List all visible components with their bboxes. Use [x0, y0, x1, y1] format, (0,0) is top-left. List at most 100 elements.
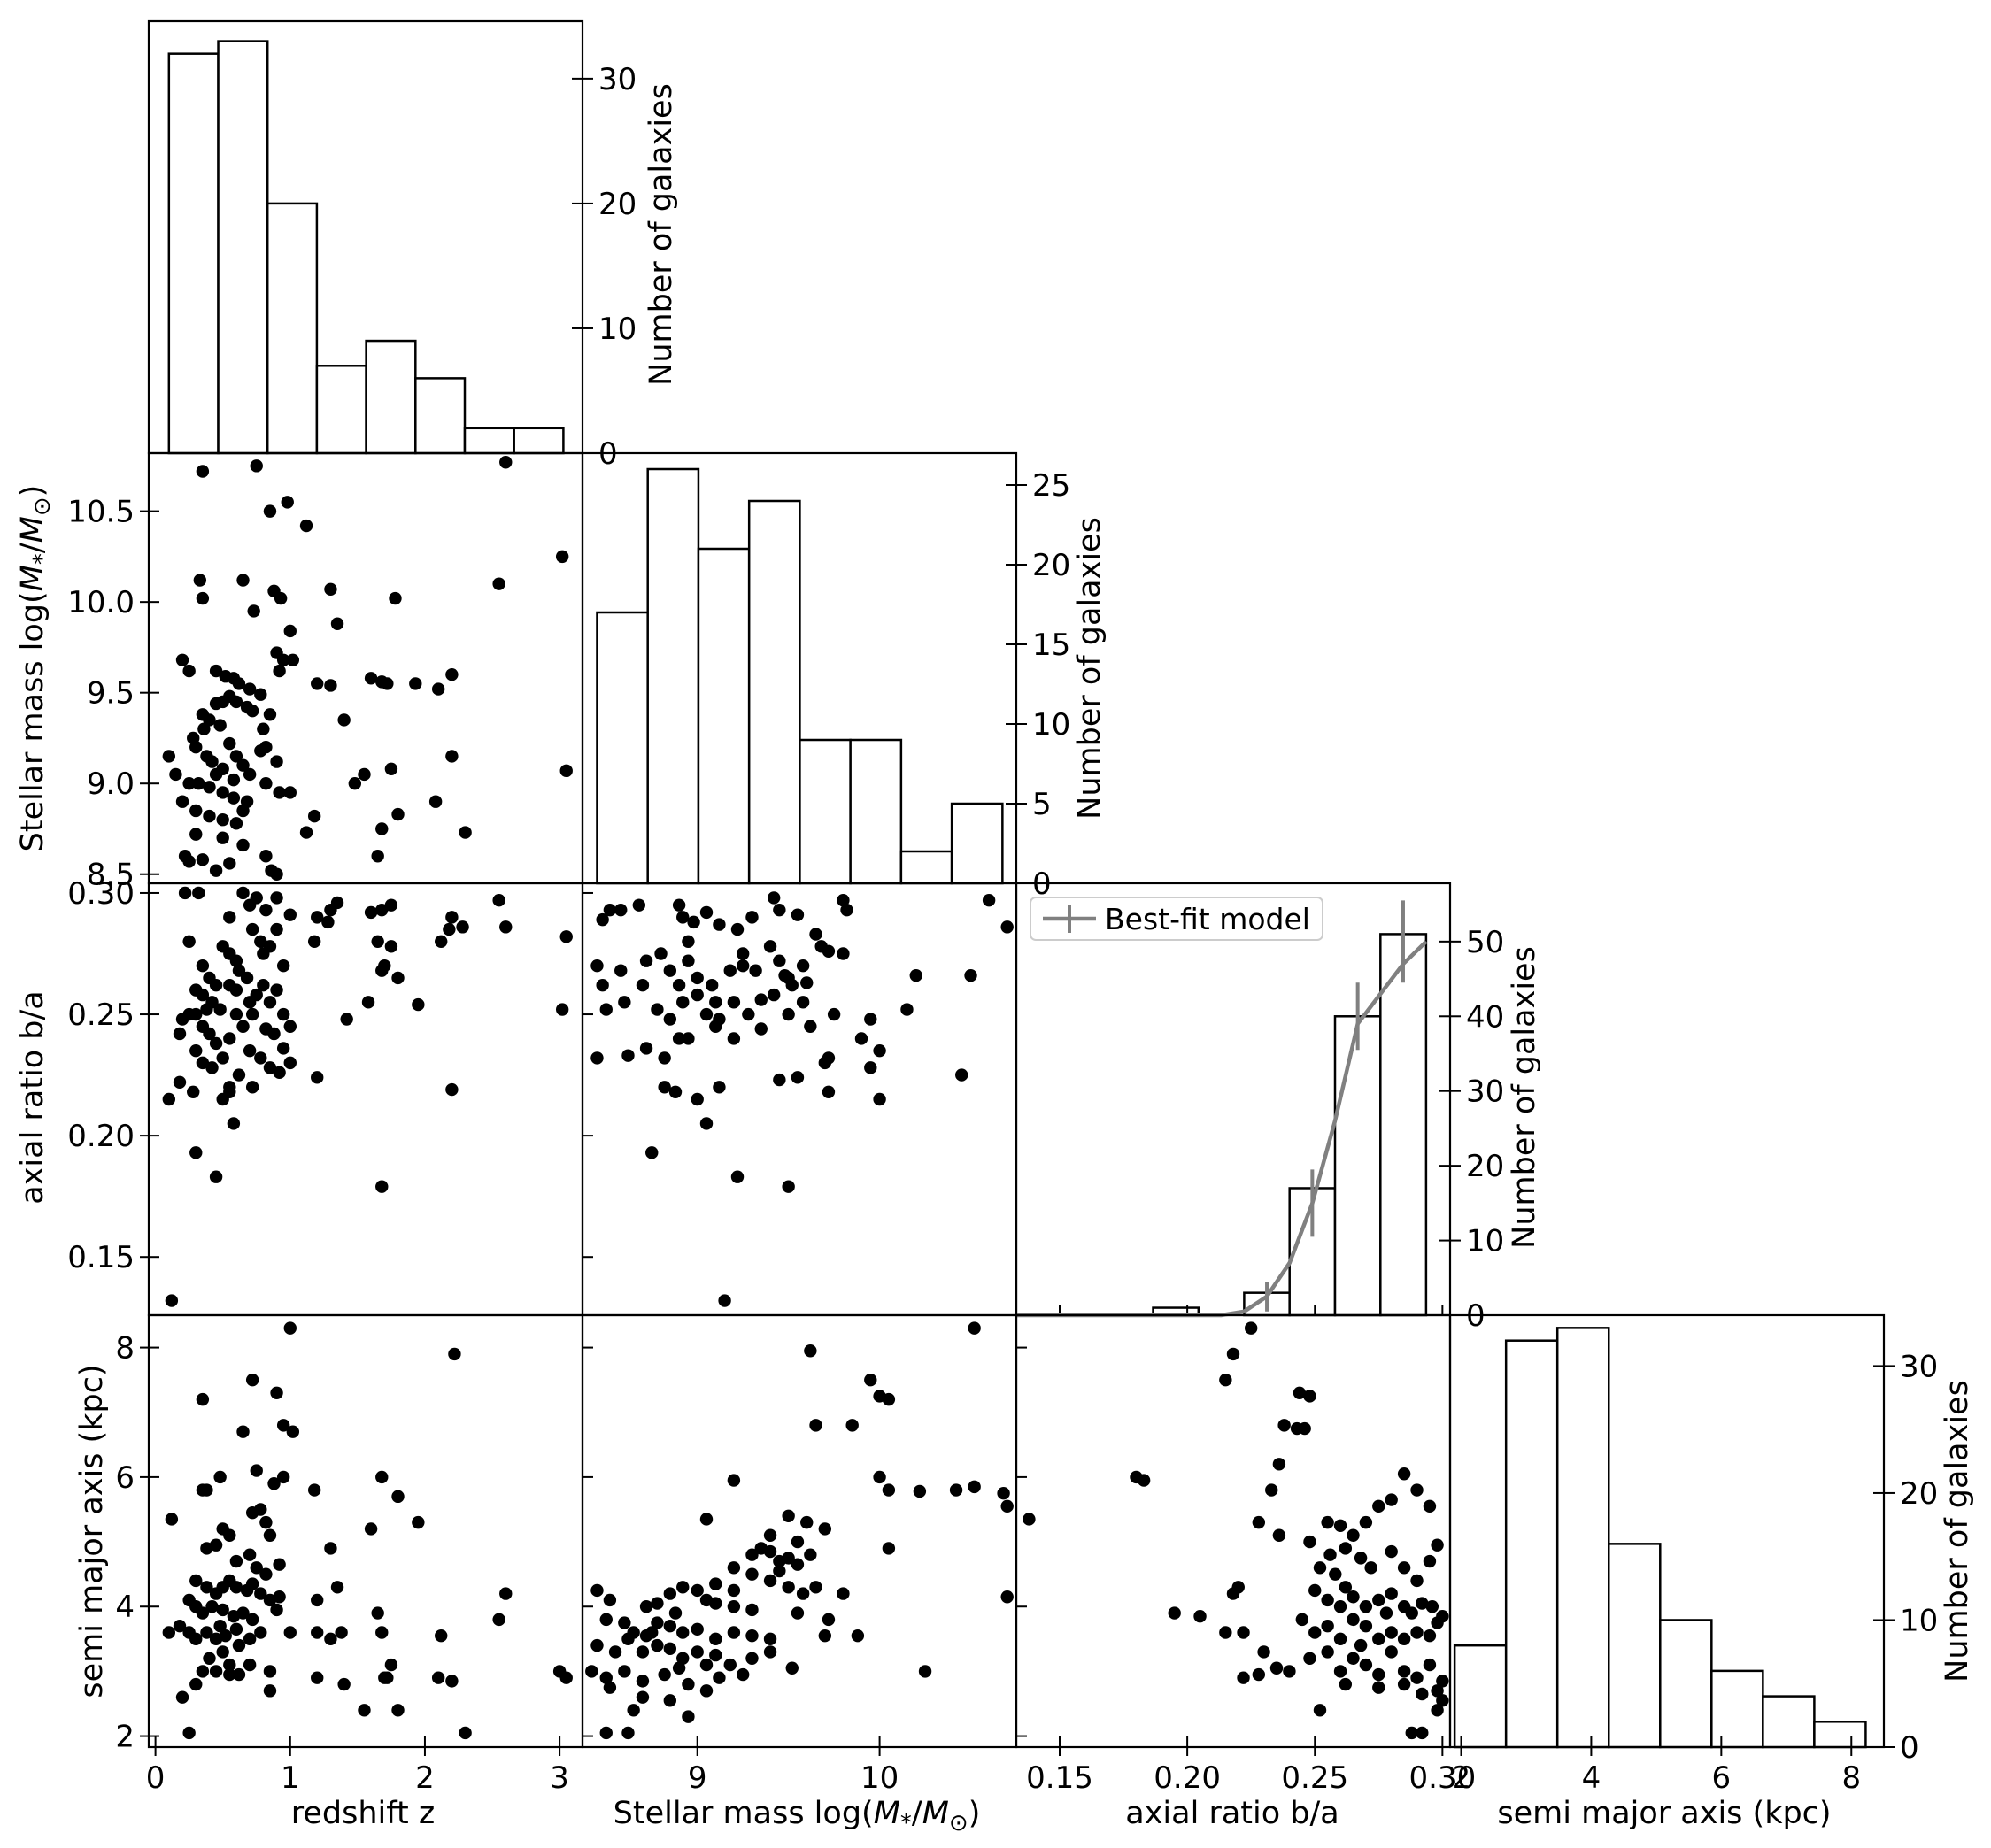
- data-point: [263, 1684, 277, 1698]
- data-point: [1308, 1626, 1322, 1639]
- data-point: [796, 996, 810, 1009]
- data-point: [709, 1632, 722, 1646]
- data-point: [276, 653, 290, 666]
- data-point: [691, 988, 704, 1002]
- data-point: [709, 1648, 722, 1662]
- data-point: [699, 1658, 714, 1672]
- data-point: [651, 1597, 664, 1610]
- data-point: [699, 905, 714, 920]
- panel-z-mass: 8.5 9.0 9.5 10.0 10.5: [67, 451, 584, 893]
- data-point: [259, 1567, 273, 1581]
- data-point: [1431, 1538, 1444, 1552]
- hist-z-bar: [365, 339, 417, 455]
- data-point: [1359, 1600, 1373, 1613]
- data-point: [873, 1043, 886, 1058]
- data-point: [585, 1665, 598, 1678]
- ylabel-hist-sma: Number of galaxies: [1940, 1380, 1975, 1682]
- data-point: [727, 996, 741, 1009]
- data-point: [1329, 1567, 1342, 1581]
- data-point: [435, 1629, 448, 1643]
- mass-sma-xtick-label: 10: [860, 1760, 899, 1796]
- data-point: [431, 682, 445, 696]
- data-point: [730, 1170, 745, 1183]
- data-point: [283, 1626, 297, 1639]
- data-point: [814, 940, 828, 953]
- data-point: [243, 1043, 257, 1058]
- data-point: [200, 1483, 213, 1497]
- data-point: [189, 1632, 203, 1646]
- data-point: [723, 964, 737, 977]
- data-point: [676, 996, 690, 1009]
- data-point: [209, 697, 223, 711]
- data-point: [682, 1032, 695, 1045]
- data-point: [229, 983, 243, 997]
- data-point: [173, 1027, 187, 1041]
- data-point: [782, 1552, 795, 1565]
- data-point: [809, 928, 822, 941]
- data-point: [559, 930, 573, 943]
- data-point: [273, 1558, 286, 1571]
- data-point: [1397, 1665, 1411, 1678]
- data-point: [162, 750, 176, 763]
- data-point: [882, 1542, 896, 1555]
- data-point: [273, 664, 286, 678]
- data-point: [614, 964, 628, 977]
- data-point: [165, 1513, 179, 1526]
- data-point: [651, 1616, 664, 1629]
- data-point: [767, 988, 781, 1002]
- data-point: [1397, 1632, 1411, 1646]
- data-point: [590, 1638, 604, 1652]
- data-point: [189, 1007, 203, 1021]
- data-point: [1000, 1590, 1014, 1604]
- data-point: [1308, 1583, 1322, 1598]
- data-point: [213, 719, 227, 732]
- data-point: [1193, 1610, 1207, 1623]
- data-point: [822, 1051, 836, 1065]
- data-point: [245, 1373, 259, 1387]
- data-point: [672, 898, 686, 912]
- data-point: [727, 1032, 741, 1045]
- ylabel-hist-z: Number of galaxies: [644, 83, 679, 386]
- data-point: [1293, 1386, 1307, 1399]
- data-point: [232, 1068, 246, 1082]
- data-point: [864, 1013, 877, 1026]
- data-point: [590, 1051, 604, 1065]
- data-point: [1385, 1626, 1398, 1639]
- data-point: [445, 1675, 459, 1688]
- data-point: [882, 1483, 896, 1497]
- data-point: [375, 964, 389, 977]
- data-point: [324, 1542, 337, 1555]
- data-point: [745, 911, 759, 924]
- data-point: [384, 940, 398, 953]
- data-point: [1347, 1528, 1360, 1542]
- data-point: [229, 954, 243, 967]
- data-point: [645, 1146, 659, 1159]
- data-point: [445, 667, 459, 681]
- data-point: [270, 867, 283, 881]
- data-point: [1397, 1561, 1411, 1575]
- data-point: [445, 911, 459, 924]
- hist-z-bar: [217, 40, 269, 455]
- data-point: [727, 1561, 741, 1575]
- data-point: [676, 1652, 690, 1665]
- data-point: [763, 940, 777, 953]
- data-point: [189, 1043, 203, 1058]
- data-point: [196, 1056, 210, 1070]
- data-point: [276, 959, 290, 973]
- data-point: [621, 1049, 635, 1062]
- data-point: [818, 1629, 832, 1643]
- data-point: [1244, 1321, 1258, 1335]
- data-point: [276, 1470, 290, 1484]
- data-point: [324, 679, 337, 692]
- data-point: [236, 758, 250, 772]
- data-point: [499, 456, 513, 469]
- data-point: [782, 1180, 795, 1193]
- data-point: [391, 971, 405, 985]
- data-point: [822, 1085, 836, 1098]
- data-point: [182, 664, 196, 678]
- data-point: [192, 777, 205, 790]
- data-point: [663, 1013, 677, 1026]
- data-point: [196, 591, 210, 605]
- data-point: [196, 959, 210, 973]
- data-point: [822, 1613, 836, 1627]
